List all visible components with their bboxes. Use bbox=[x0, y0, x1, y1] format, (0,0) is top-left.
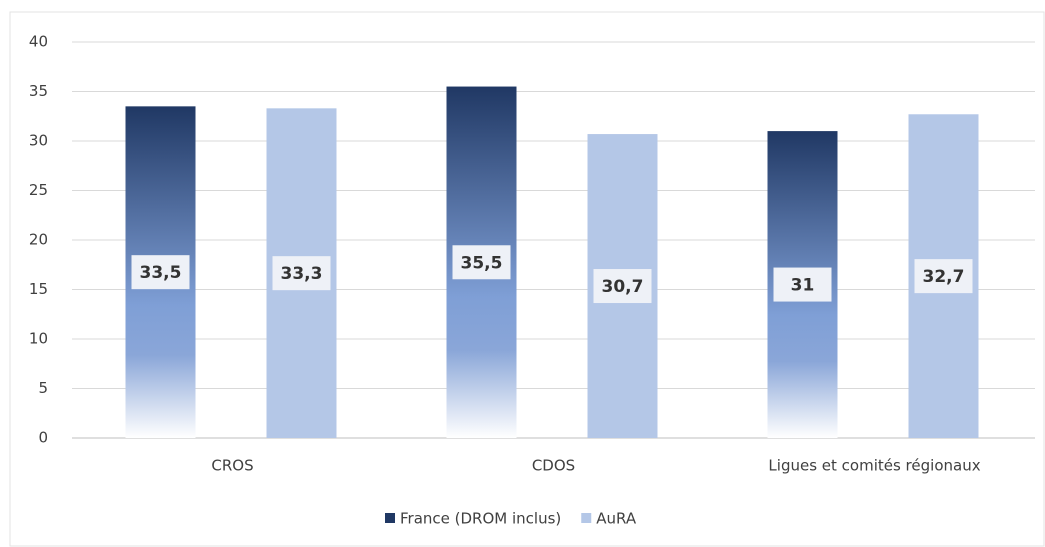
value-label: 31 bbox=[791, 276, 815, 296]
legend-label: AuRA bbox=[596, 510, 637, 528]
y-tick-label: 20 bbox=[29, 231, 48, 249]
value-label: 33,3 bbox=[281, 264, 323, 284]
legend-label: France (DROM inclus) bbox=[400, 510, 561, 528]
value-label-box bbox=[593, 269, 652, 304]
y-tick-label: 0 bbox=[38, 429, 48, 447]
y-tick-label: 15 bbox=[29, 280, 48, 298]
legend-swatch bbox=[581, 513, 592, 523]
y-tick-label: 5 bbox=[38, 379, 48, 397]
y-tick-label: 25 bbox=[29, 181, 48, 199]
x-tick-label: CROS bbox=[211, 457, 253, 475]
legend-swatch bbox=[385, 513, 395, 523]
value-label-box bbox=[773, 267, 832, 302]
y-tick-label: 10 bbox=[29, 330, 48, 348]
x-tick-label: CDOS bbox=[532, 457, 575, 475]
y-tick-label: 30 bbox=[29, 132, 48, 150]
chart-border bbox=[9, 11, 1045, 547]
value-label-box bbox=[914, 259, 973, 294]
y-tick-label: 40 bbox=[29, 33, 48, 51]
value-label-box bbox=[131, 255, 190, 290]
value-label-box bbox=[272, 256, 331, 291]
y-tick-label: 35 bbox=[29, 82, 48, 100]
x-tick-label: Ligues et comités régionaux bbox=[768, 457, 980, 475]
value-label: 32,7 bbox=[923, 267, 965, 287]
value-label-box bbox=[452, 245, 511, 280]
value-label: 30,7 bbox=[602, 277, 644, 297]
value-label: 33,5 bbox=[140, 263, 182, 283]
value-label: 35,5 bbox=[461, 253, 503, 273]
